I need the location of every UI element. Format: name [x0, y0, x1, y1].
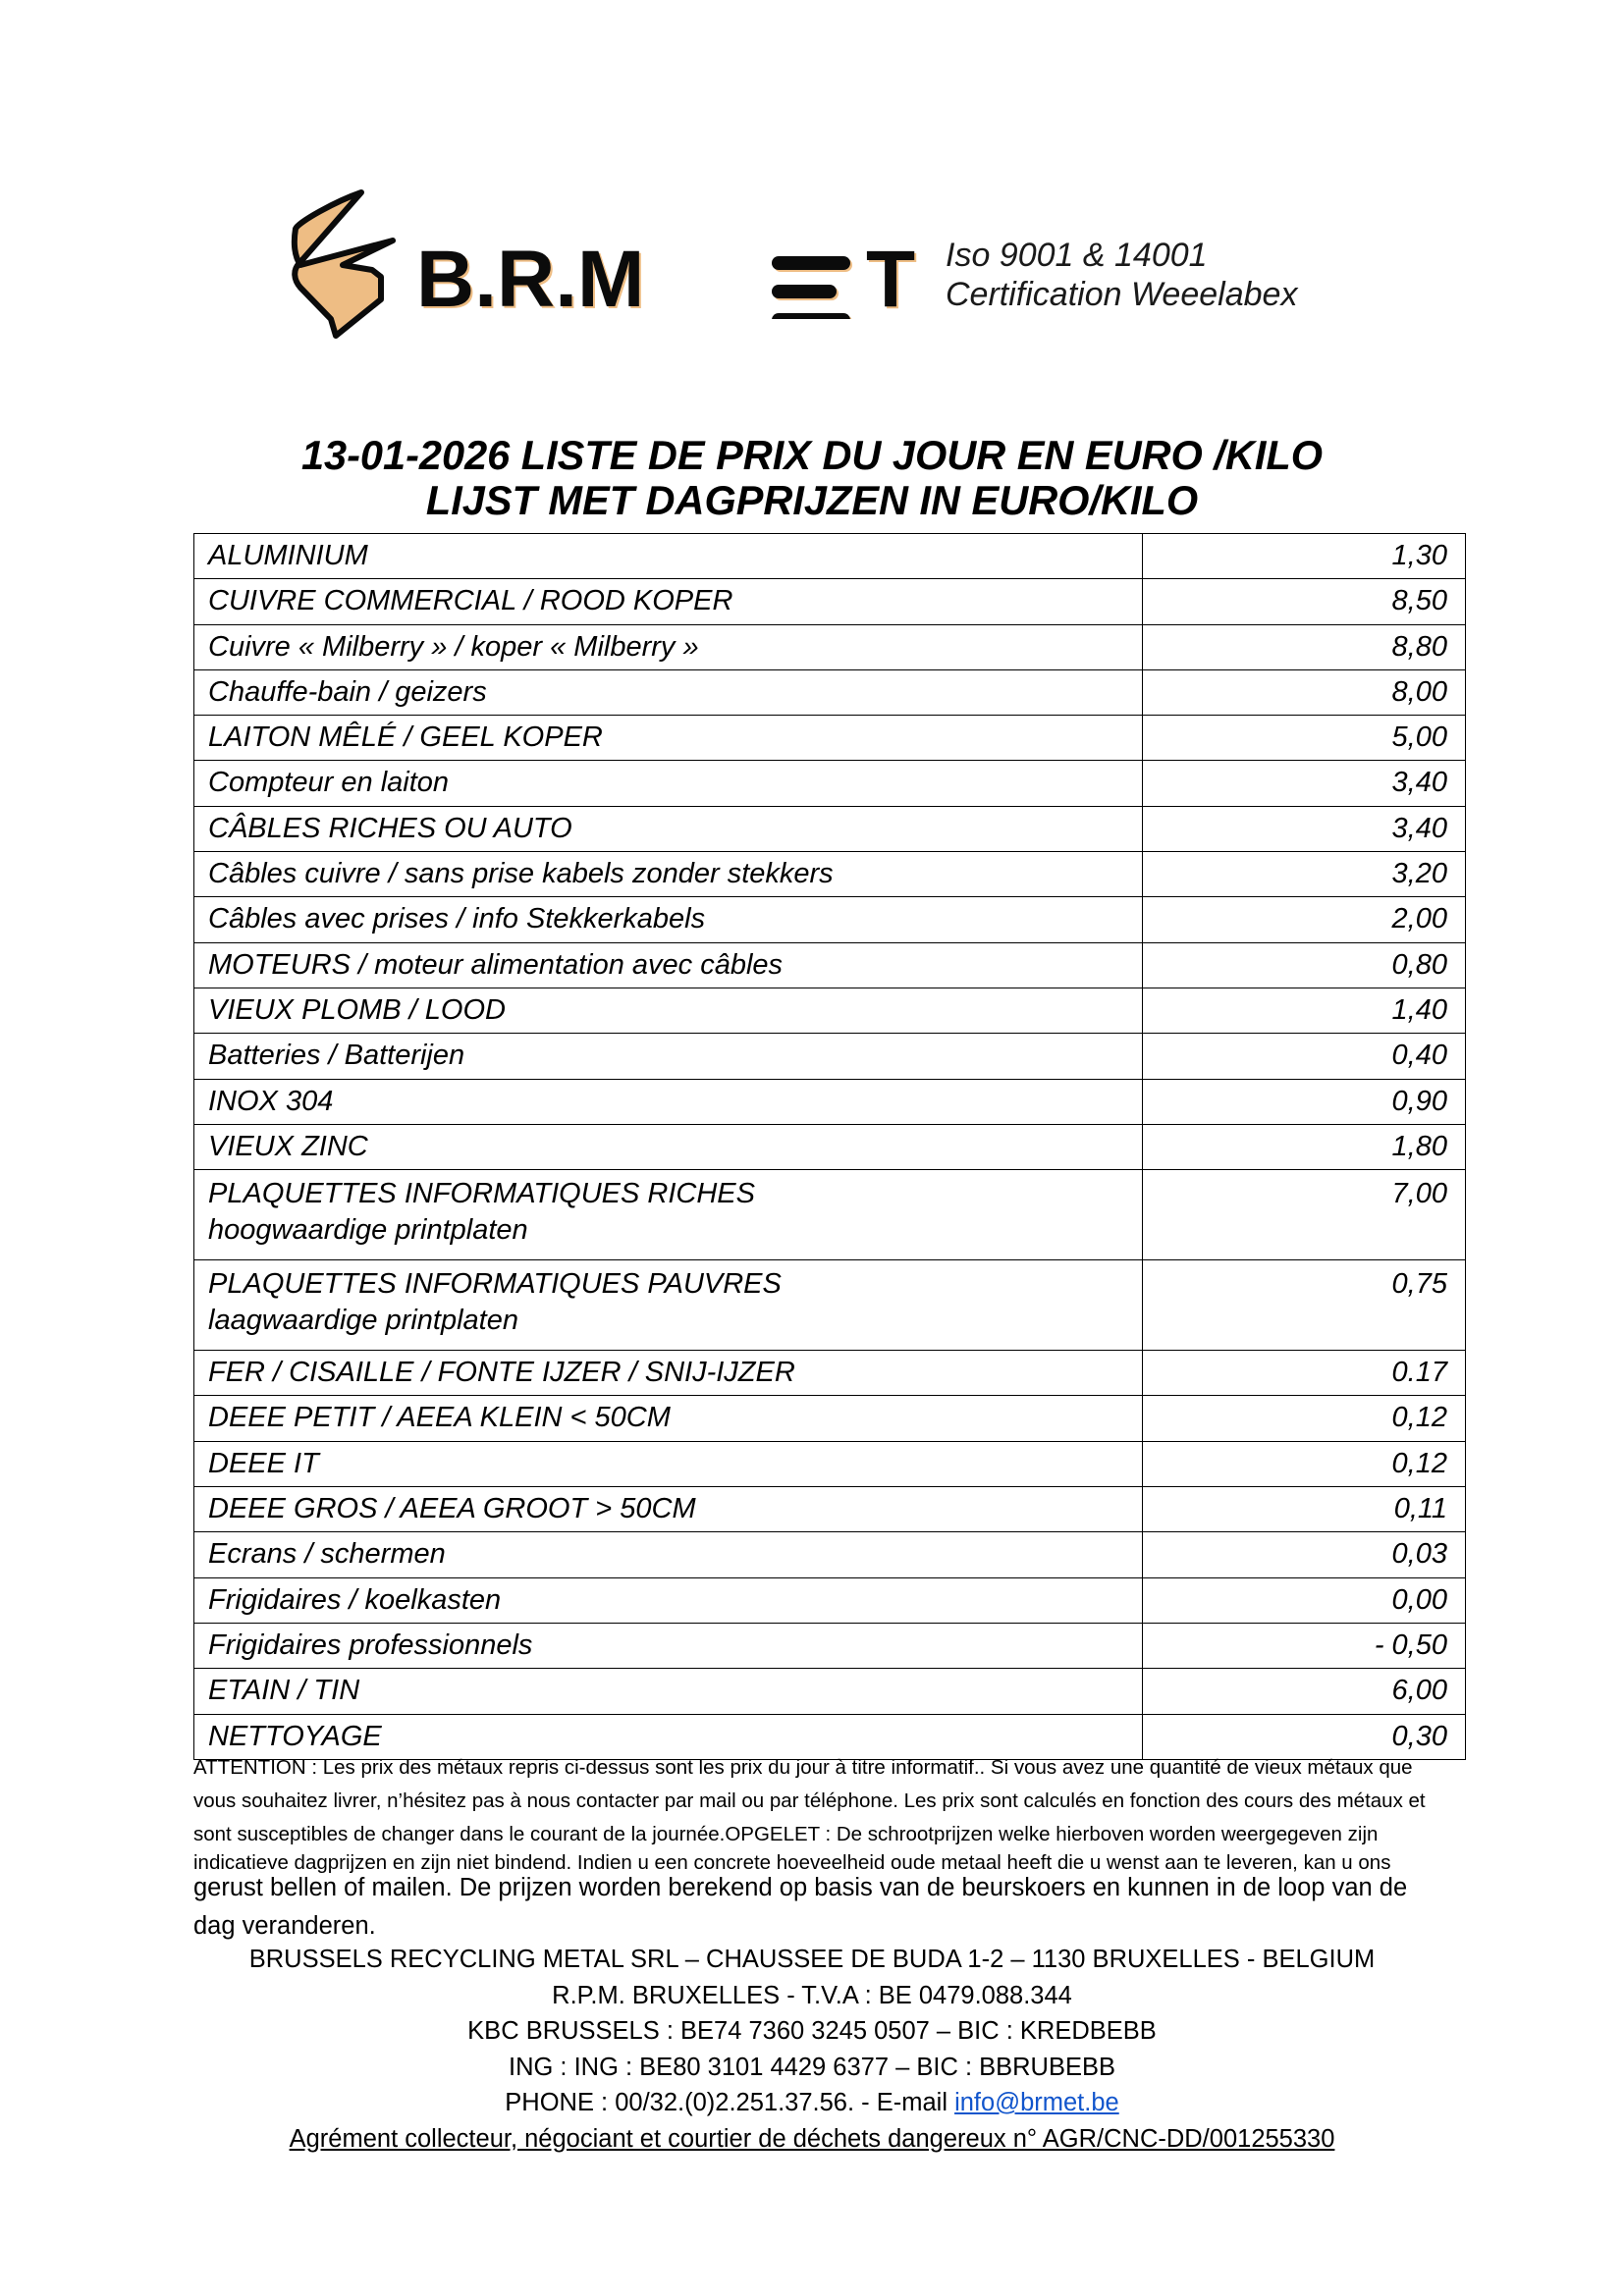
- svg-text:T: T: [866, 244, 915, 319]
- svg-text:B.R.M: B.R.M: [416, 244, 644, 319]
